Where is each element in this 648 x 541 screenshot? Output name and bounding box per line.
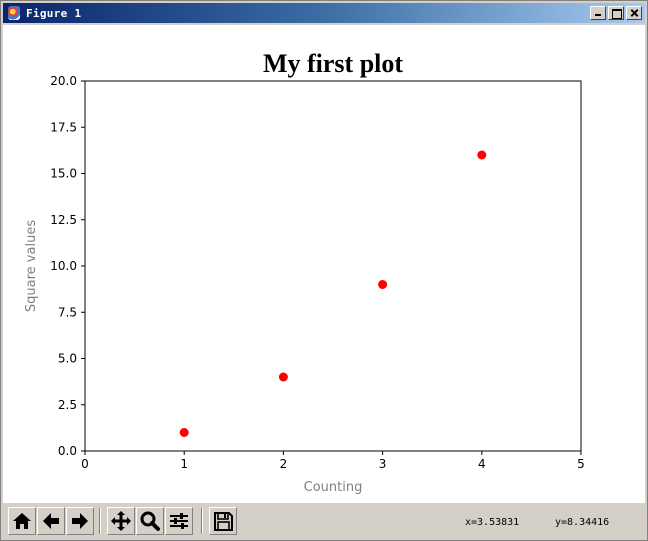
y-tick-label: 17.5	[50, 120, 77, 134]
data-point	[278, 372, 288, 382]
home-button[interactable]	[8, 507, 36, 535]
magnifier-icon	[140, 511, 160, 531]
data-point	[179, 428, 189, 437]
x-tick-label: 0	[81, 457, 89, 471]
pan-button[interactable]	[107, 507, 135, 535]
minimize-button[interactable]	[590, 6, 606, 20]
cursor-y-readout: y=8.34416	[555, 517, 610, 528]
x-tick-label: 4	[478, 457, 486, 471]
floppy-disk-icon	[214, 512, 233, 531]
home-icon	[13, 513, 31, 529]
y-axis-label: Square values	[24, 220, 39, 312]
y-tick-label: 20.0	[50, 74, 77, 88]
navigation-toolbar: x=3.53831 y=8.34416	[3, 504, 645, 540]
y-tick-label: 5.0	[58, 352, 77, 366]
y-tick-label: 10.0	[50, 259, 77, 273]
title-bar[interactable]: Figure 1	[3, 3, 645, 23]
axes-frame	[84, 80, 582, 452]
forward-button[interactable]	[66, 507, 94, 535]
y-tick-label: 15.0	[50, 167, 77, 181]
window-controls	[588, 6, 642, 20]
back-button[interactable]	[37, 507, 65, 535]
sliders-icon	[170, 513, 188, 529]
x-tick-label: 1	[180, 457, 188, 471]
x-tick-label: 5	[577, 457, 585, 471]
data-point	[477, 150, 487, 160]
arrow-left-icon	[43, 513, 59, 529]
x-tick-label: 3	[379, 457, 387, 471]
y-tick-label: 12.5	[50, 213, 77, 227]
save-button[interactable]	[209, 507, 237, 535]
window-title: Figure 1	[26, 6, 82, 20]
x-axis-label: Counting	[304, 480, 363, 495]
zoom-button[interactable]	[136, 507, 164, 535]
x-tick-label: 2	[280, 457, 288, 471]
move-icon	[111, 511, 131, 531]
arrow-right-icon	[72, 513, 88, 529]
scatter-chart[interactable]: 0 1 2 3 4 5 0.0 2.5 5.0 7.5 10.0 12.5 15.0 17.5 20.0 My…	[3, 25, 645, 503]
cursor-x-readout: x=3.53831	[465, 517, 520, 528]
maximize-button[interactable]	[608, 6, 624, 20]
chart-title: My first plot	[263, 49, 403, 78]
configure-subplots-button[interactable]	[165, 507, 193, 535]
y-tick-label: 2.5	[58, 398, 77, 412]
plot-canvas[interactable]: 0 1 2 3 4 5 0.0 2.5 5.0 7.5 10.0 12.5 15.0 17.5 20.0 My…	[3, 25, 645, 503]
data-point	[378, 280, 388, 289]
app-icon[interactable]	[6, 5, 22, 21]
close-button[interactable]	[626, 6, 642, 20]
y-tick-label: 7.5	[58, 305, 77, 319]
y-tick-label: 0.0	[58, 444, 77, 458]
